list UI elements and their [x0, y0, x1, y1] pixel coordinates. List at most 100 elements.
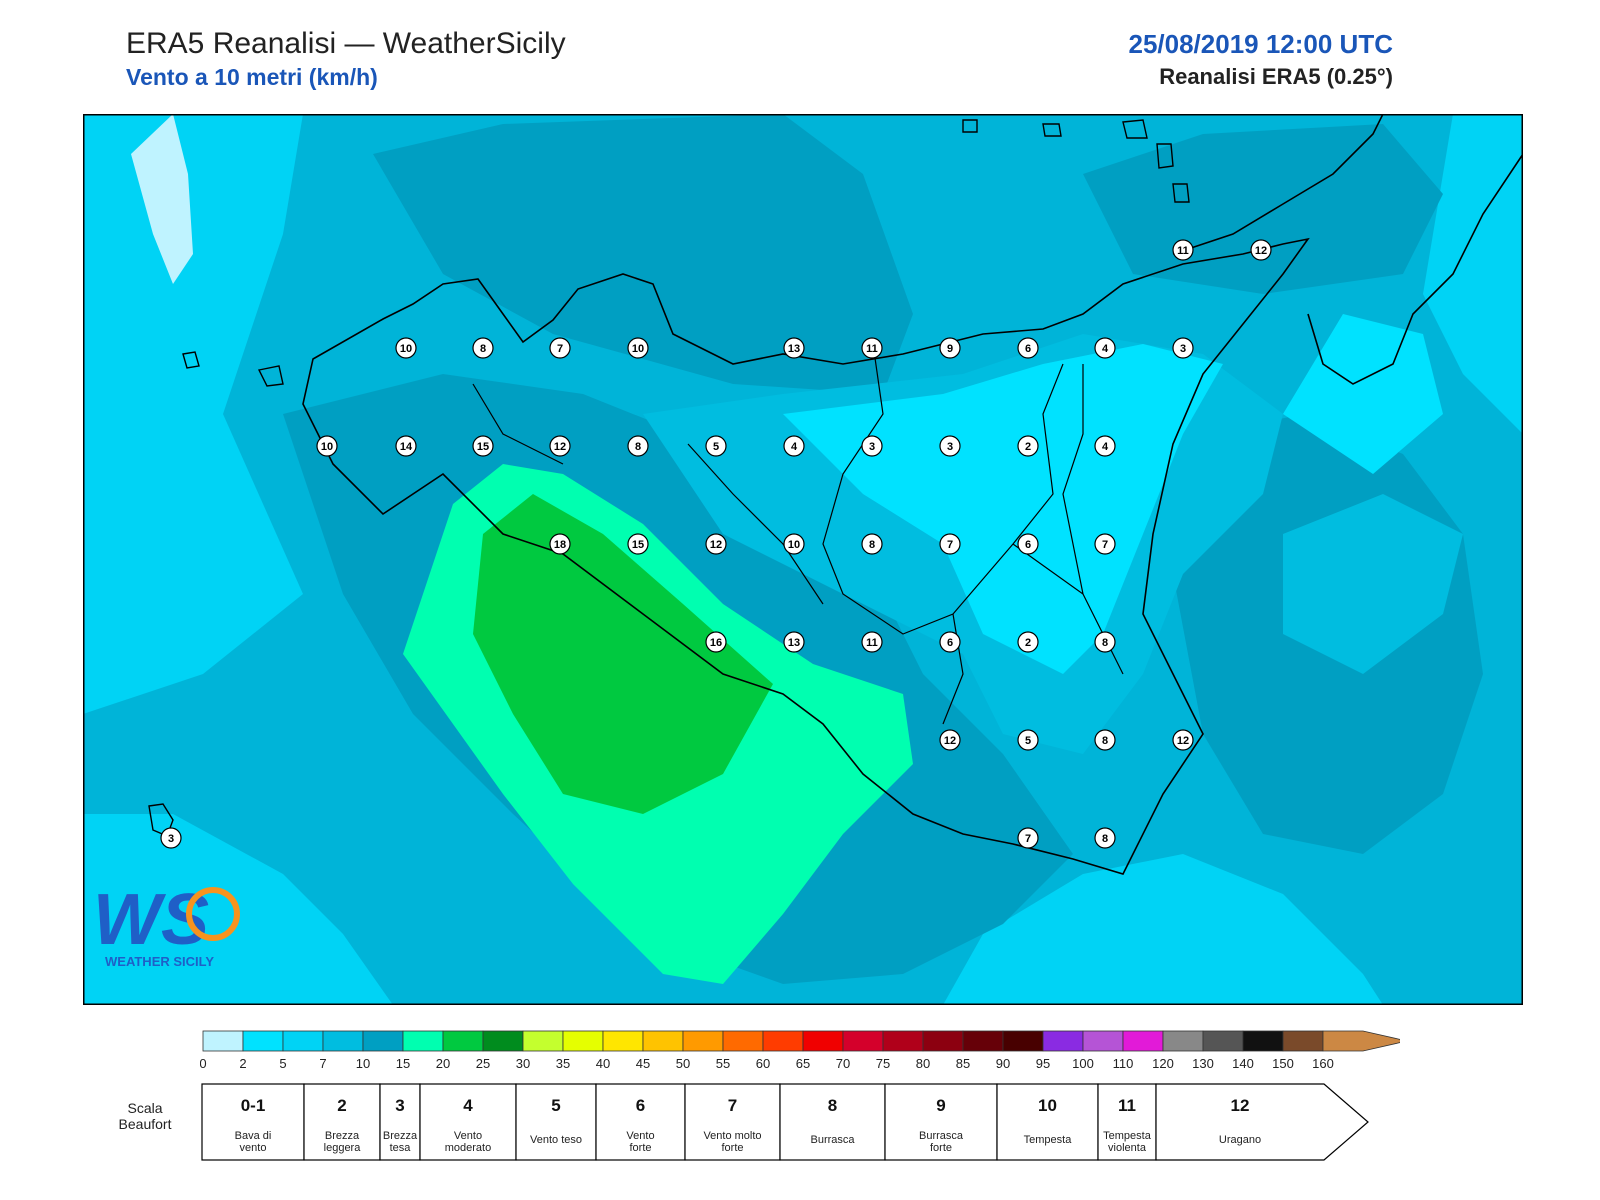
station-value: 7: [1102, 539, 1108, 551]
station-marker: 11: [1172, 239, 1194, 261]
beaufort-number: 11: [1118, 1096, 1136, 1115]
station-marker: 7: [1094, 533, 1116, 555]
beaufort-desc: forte: [721, 1142, 743, 1154]
colorbar-tick-label: 85: [956, 1056, 970, 1071]
wind-field-7-10: [1283, 494, 1463, 674]
colorbar-swatch: [1002, 1030, 1044, 1052]
station-marker: 3: [939, 435, 961, 457]
station-value: 3: [1180, 343, 1186, 355]
station-marker: 7: [939, 533, 961, 555]
station-value: 5: [1025, 735, 1031, 747]
wind-map: 10 8 7 10 13 11 9 6 4 3 11 12 10 14 15 12 8 5 4 3 3 2 4 18 15 12 1…: [83, 114, 1523, 1005]
wind-field-2-5: [1283, 314, 1443, 474]
colorbar-tick-label: 45: [636, 1056, 650, 1071]
colorbar-swatch: [1122, 1030, 1164, 1052]
station-value: 4: [791, 441, 798, 453]
station-marker: 7: [1017, 827, 1039, 849]
station-value: 2: [1025, 441, 1031, 453]
station-marker: 5: [705, 435, 727, 457]
colorbar-tick-label: 140: [1232, 1056, 1254, 1071]
station-marker: 18: [549, 533, 571, 555]
station-marker: 12: [1172, 729, 1194, 751]
station-marker: 12: [939, 729, 961, 751]
colorbar-swatch: [802, 1030, 844, 1052]
station-marker: 15: [627, 533, 649, 555]
beaufort-number: 12: [1231, 1096, 1250, 1115]
station-marker: 9: [939, 337, 961, 359]
station-marker: 10: [783, 533, 805, 555]
station-value: 3: [869, 441, 875, 453]
colorbar-tick-label: 15: [396, 1056, 410, 1071]
model-label: Reanalisi ERA5 (0.25°): [1159, 64, 1393, 89]
station-value: 11: [866, 343, 878, 355]
colorbar-tick-label: 120: [1152, 1056, 1174, 1071]
beaufort-desc: Vento: [626, 1130, 654, 1142]
colorbar-swatch: [642, 1030, 684, 1052]
colorbar-tick-label: 35: [556, 1056, 570, 1071]
station-value: 15: [632, 539, 644, 551]
station-value: 9: [947, 343, 953, 355]
beaufort-desc: tesa: [390, 1142, 412, 1154]
colorbar-tick-label: 0: [200, 1056, 207, 1071]
beaufort-desc: Burrasca: [919, 1130, 964, 1142]
station-marker: 8: [1094, 729, 1116, 751]
station-marker: 8: [627, 435, 649, 457]
station-marker: 12: [549, 435, 571, 457]
beaufort-desc: Tempesta: [1103, 1130, 1152, 1142]
colorbar-swatch: [842, 1030, 884, 1052]
colorbar-swatch: [362, 1030, 404, 1052]
beaufort-number: 9: [936, 1096, 945, 1115]
station-value: 10: [400, 343, 412, 355]
weathersicily-logo: WS WEATHER SICILY: [93, 880, 240, 969]
station-value: 11: [866, 637, 878, 649]
beaufort-desc: Vento: [454, 1130, 482, 1142]
beaufort-desc: Vento teso: [530, 1134, 582, 1146]
colorbar-swatch: [442, 1030, 484, 1052]
station-value: 7: [1025, 833, 1031, 845]
station-marker: 6: [1017, 533, 1039, 555]
wind-field-2-5: [783, 344, 1223, 674]
station-marker: 6: [939, 631, 961, 653]
colorbar-tick-label: 150: [1272, 1056, 1294, 1071]
beaufort-number: 5: [551, 1096, 560, 1115]
colorbar-tick-label: 80: [916, 1056, 930, 1071]
station-marker: 6: [1017, 337, 1039, 359]
colorbar-tick-label: 60: [756, 1056, 770, 1071]
island: [1042, 123, 1062, 137]
beaufort-desc: Bava di: [235, 1130, 272, 1142]
beaufort-desc: leggera: [324, 1142, 362, 1154]
station-value: 18: [554, 539, 566, 551]
station-marker: 3: [861, 435, 883, 457]
station-value: 10: [788, 539, 800, 551]
station-marker: 12: [1250, 239, 1272, 261]
colorbar-tick-label: 55: [716, 1056, 730, 1071]
colorbar-tick-label: 130: [1192, 1056, 1214, 1071]
station-value: 6: [1025, 539, 1031, 551]
beaufort-desc: Burrasca: [810, 1134, 855, 1146]
island: [962, 119, 978, 133]
colorbar-swatch: [242, 1030, 284, 1052]
colorbar-swatch: [562, 1030, 604, 1052]
island: [257, 365, 284, 387]
station-value: 14: [400, 441, 413, 453]
station-marker: 10: [316, 435, 338, 457]
station-marker: 16: [705, 631, 727, 653]
station-marker: 11: [861, 337, 883, 359]
map-subtitle: Vento a 10 metri (km/h): [126, 64, 378, 90]
beaufort-desc: moderato: [445, 1142, 491, 1154]
station-value: 4: [1102, 441, 1109, 453]
station-value: 8: [869, 539, 875, 551]
colorbar-swatch: [282, 1030, 324, 1052]
station-marker: 4: [1094, 435, 1116, 457]
beaufort-number: 2: [337, 1096, 346, 1115]
beaufort-desc: forte: [930, 1142, 952, 1154]
beaufort-level: 12 Uragano: [1155, 1083, 1369, 1161]
colorbar-tick-label: 20: [436, 1056, 450, 1071]
beaufort-level: 10 Tempesta: [996, 1083, 1099, 1161]
station-marker: 13: [783, 631, 805, 653]
colorbar-tick-label: 160: [1312, 1056, 1334, 1071]
station-marker: 13: [783, 337, 805, 359]
colorbar-swatch: [682, 1030, 724, 1052]
